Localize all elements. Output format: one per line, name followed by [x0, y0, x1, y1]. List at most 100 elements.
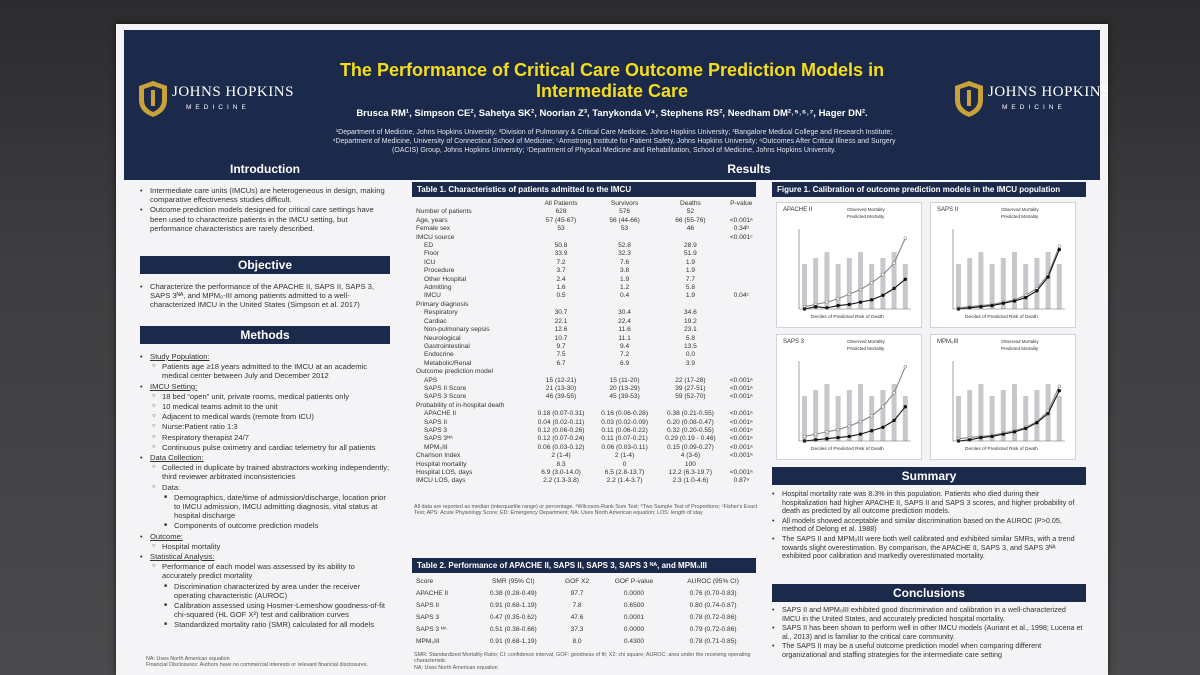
column-header: All Patients	[544, 200, 578, 207]
poster-header: JOHNS HOPKINS MEDICINE JOHNS HOPKINS MED…	[124, 30, 1108, 180]
table-cell	[593, 402, 657, 410]
logo-sub: MEDICINE	[1002, 104, 1066, 111]
data-point	[881, 405, 885, 409]
summary-heading: Summary	[772, 467, 1086, 485]
data-point	[1023, 426, 1028, 431]
table-cell	[724, 461, 758, 469]
list-item: The SAPS II may be a useful outcome pred…	[772, 642, 1086, 659]
table-cell	[656, 368, 724, 376]
list-item: IMCU Setting:	[140, 382, 390, 391]
table-cell: 7.7	[685, 275, 695, 283]
table-cell: 0.29 (0.19 - 0.46)	[665, 435, 716, 443]
list-item: SAPS II and MPM₀III exhibited good discr…	[772, 605, 1086, 623]
shield-icon	[139, 81, 167, 117]
table-cell: SAPS 3ᴺᴬ	[424, 435, 453, 443]
table-row: Procedure 3.7 3.8 1.9	[414, 267, 758, 275]
summary-body: Hospital mortality rate was 8.3% in this…	[772, 489, 1086, 562]
data-point	[825, 300, 829, 304]
table-cell: 22.1	[554, 317, 568, 325]
table-row: SAPS 3ᴺᴬ 0.12 (0.07-0.24) 0.11 (0.07-0.21)…	[414, 435, 758, 443]
table-cell: Gastrointestinal	[424, 342, 470, 350]
table-cell	[724, 242, 758, 250]
table-cell	[529, 402, 593, 410]
table-cell: <0.001ᵃ	[729, 435, 753, 443]
list-item: Outcome:	[140, 532, 390, 541]
count-bar	[956, 396, 961, 441]
table-cell: 0.78 (0.71-0.85)	[689, 638, 737, 645]
table-row: APACHE II 0.18 (0.07-0.31) 0.16 (0.06-0.28…	[414, 410, 758, 418]
column-header: GOF X2	[564, 578, 590, 585]
table-row: SAPS 3 0.47 (0.35-0.62) 47.6 0.0001 0.78 (0.…	[414, 612, 758, 624]
data-point	[847, 302, 852, 307]
table1: All Patients Survivors Deaths P-value Number…	[414, 200, 758, 486]
table-cell: 1.6	[556, 284, 566, 292]
table-cell	[529, 234, 593, 242]
table-cell: SAPS 3 ᴺᴬ	[416, 626, 447, 633]
table-cell: 0.76 (0.70-0.83)	[689, 590, 737, 597]
table-row: SAPS II 0.91 (0.68-1.19) 7.8 0.6500 0.80 (0.…	[414, 600, 758, 612]
table2-note-line: NA: Uses North American equation	[414, 664, 498, 671]
list-item: Adjacent to medical wards (remote from I…	[140, 412, 390, 421]
table-cell: 0.0001	[623, 614, 645, 621]
table-cell: Procedure	[424, 267, 455, 275]
table1-note: All data are reported as median (interqu…	[414, 504, 758, 517]
table-cell: 46	[686, 225, 695, 233]
table-cell: 15 (11-20)	[609, 376, 640, 384]
table-cell: Metabolic/Renal	[424, 359, 472, 367]
table-cell: APACHE II	[416, 590, 449, 597]
table-row: Charlson Index 2 (1-4) 2 (1-4) 4 (3-6) <0.00…	[414, 452, 758, 460]
table-cell: 9.7	[556, 342, 566, 350]
logo-name: JOHNS HOPKINS	[172, 84, 294, 100]
calibration-chart	[952, 229, 1065, 311]
table-cell: 1.9	[685, 267, 695, 275]
list-item: Respiratory therapist 24/7	[140, 433, 390, 442]
table-cell: 5.8	[685, 334, 695, 342]
table-cell: 0.4300	[623, 638, 645, 645]
table-cell	[724, 301, 758, 309]
conclusions-body: SAPS II and MPM₀III exhibited good discr…	[772, 605, 1086, 661]
table-row: Age, years 57 (45-67) 56 (44-66) 66 (55-76)…	[414, 217, 758, 225]
table-cell: 53	[620, 225, 629, 233]
table-cell	[593, 234, 657, 242]
list-item: Components of outcome prediction models	[140, 521, 390, 530]
table-row: Hospital LOS, days 6.9 (3.0-14.0) 6.5 (2.8…	[414, 469, 758, 477]
summary-list: Hospital mortality rate was 8.3% in this…	[772, 489, 1086, 561]
table-cell: 0.38 (0.28-0.49)	[489, 590, 537, 597]
affiliation-line: ¹Department of Medicine, Johns Hopkins U…	[335, 129, 893, 136]
table-cell: 15 (12-21)	[545, 376, 577, 384]
footnote-disclosures: Financial Disclosures: Authors have no c…	[146, 662, 369, 669]
column-header: Survivors	[610, 200, 639, 207]
table-cell: 0.80 (0.74-0.87)	[689, 602, 737, 609]
count-bar	[902, 396, 908, 441]
count-bar	[1000, 258, 1006, 309]
predicted-line	[804, 237, 906, 308]
data-point	[903, 277, 908, 281]
table-cell: 7.6	[619, 258, 630, 266]
table-cell	[724, 326, 758, 334]
column-header: Score	[416, 578, 434, 585]
table-cell: 0.0000	[623, 590, 645, 597]
table-cell: Respiratory	[424, 309, 458, 317]
data-point	[836, 303, 840, 308]
table-cell: 20 (13-29)	[609, 384, 640, 392]
data-point	[1001, 432, 1006, 436]
table-cell: 7.8	[572, 602, 582, 609]
table-cell: 39 (27-51)	[675, 384, 706, 392]
table-cell: Cardiac	[424, 317, 447, 325]
table-cell: SAPS II Score	[424, 384, 467, 392]
data-point	[836, 427, 840, 432]
objective-body: Characterize the performance of the APAC…	[140, 282, 390, 311]
table-cell: 10.7	[554, 334, 568, 342]
calibration-chart	[798, 361, 911, 443]
table-cell: 0.03 (0.02-0.09)	[601, 418, 649, 426]
list-item: SAPS II has been shown to perform well i…	[772, 623, 1086, 641]
table-cell: 11.6	[618, 326, 631, 334]
introduction-heading: Introduction	[140, 160, 390, 178]
conclusions-list: SAPS II and MPM₀III exhibited good discr…	[772, 605, 1086, 660]
table-cell: IMCU LOS, days	[416, 477, 466, 485]
data-point	[1046, 275, 1050, 279]
table-cell: 51.9	[683, 250, 697, 258]
predicted-line	[804, 366, 906, 437]
table-cell: 2.2 (1.4-3.7)	[606, 477, 643, 485]
table-cell: APS	[424, 376, 438, 384]
